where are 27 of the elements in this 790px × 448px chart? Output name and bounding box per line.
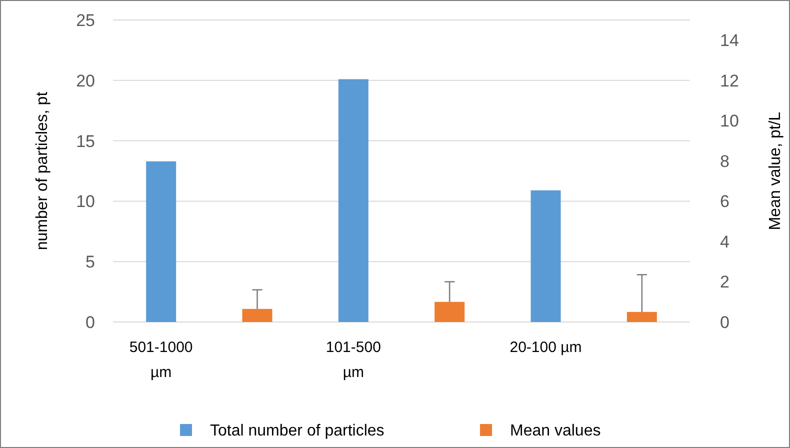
y-axis-title: number of particles, pt: [34, 91, 51, 250]
y2-tick-label: 8: [720, 152, 730, 171]
y-tick-label: 0: [86, 312, 95, 332]
y-tick-label: 20: [76, 71, 95, 90]
y2-tick-label: 0: [720, 312, 730, 332]
x-tick-label: 101-500 µm: [326, 339, 381, 381]
y-tick-label: 25: [76, 10, 95, 30]
y-tick-label: 10: [76, 192, 95, 212]
y2-tick-label: 10: [720, 112, 739, 131]
y2-tick-label: 12: [720, 71, 739, 90]
bar: [626, 312, 657, 322]
legend-label: Mean values: [510, 422, 601, 440]
y2-tick-label: 4: [720, 232, 730, 252]
y-tick-label: 15: [76, 132, 95, 151]
bar: [242, 308, 272, 322]
bar: [146, 161, 176, 322]
legend-label: Total number of particles: [210, 422, 384, 440]
y2-tick-label: 6: [720, 192, 730, 212]
y-tick-label: 5: [86, 252, 95, 272]
y2-axis-title: Mean value, pt/L: [767, 112, 784, 230]
x-tick-label: 20-100 µm: [510, 339, 582, 356]
bar: [338, 79, 368, 322]
bar: [434, 302, 465, 322]
bar: [530, 190, 561, 322]
y2-tick-label: 14: [720, 31, 739, 50]
y2-tick-label: 2: [720, 272, 730, 292]
x-tick-label: 501-1000 µm: [129, 339, 193, 381]
